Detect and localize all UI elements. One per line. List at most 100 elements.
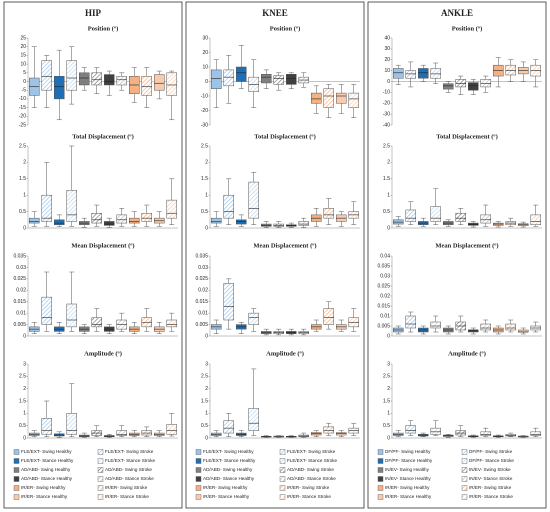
legend-swatch <box>279 494 286 500</box>
box <box>116 76 127 86</box>
y-tick-label: 0.02 <box>198 288 208 294</box>
legend-label: AD/ABD- Swing Healthy <box>203 467 253 472</box>
y-tick-label: 2.5 <box>201 374 208 380</box>
legend-swatch <box>97 494 104 500</box>
legend-swatch <box>195 467 202 473</box>
legend-swatch <box>13 494 20 500</box>
box <box>405 315 416 329</box>
box <box>91 212 102 224</box>
y-tick-label: 1 <box>205 193 208 199</box>
box <box>166 72 177 96</box>
y-tick-label: 1 <box>387 193 390 199</box>
panel-title: Total Displacement (º) <box>254 133 315 140</box>
y-tick-label: 3 <box>387 361 390 367</box>
box <box>455 79 466 88</box>
y-tick-label: -40 <box>383 122 390 128</box>
column-title: KNEE <box>262 8 288 18</box>
legend-label: FLE/EXT- Stance Healthy <box>203 458 256 463</box>
y-tick-label: 0.03 <box>380 273 390 279</box>
box <box>66 190 77 222</box>
y-tick-label: -15 <box>19 105 26 111</box>
column-frame <box>367 1 547 509</box>
panel-title: Amplitude (º) <box>84 350 122 357</box>
y-tick-label: 0 <box>387 435 390 441</box>
box <box>298 221 309 226</box>
box <box>505 323 516 331</box>
box <box>116 214 127 224</box>
box <box>66 303 77 328</box>
legend-label: FLE/EXT- Swing Stroke <box>287 449 336 454</box>
box <box>29 217 40 224</box>
box <box>41 418 52 435</box>
box <box>116 430 127 436</box>
box <box>129 217 140 224</box>
box <box>443 83 454 90</box>
y-tick-label: 0.005 <box>195 322 208 328</box>
legend-label: IR/ER- Swing Healthy <box>203 485 248 490</box>
y-tick-label: 0.015 <box>195 299 208 305</box>
box <box>311 92 322 104</box>
y-tick-label: 1.5 <box>19 176 26 182</box>
y-tick-label: 0.5 <box>19 209 26 215</box>
y-tick-label: 0.01 <box>16 310 26 316</box>
y-tick-label: 1.5 <box>383 176 390 182</box>
y-tick-label: 0 <box>205 435 208 441</box>
y-tick-label: 0 <box>23 333 26 339</box>
y-tick-label: 2 <box>205 160 208 166</box>
legend-swatch <box>377 458 384 464</box>
y-tick-label: 0.5 <box>19 423 26 429</box>
box <box>166 424 177 435</box>
legend-label: DF/PF- Swing Stroke <box>469 449 513 454</box>
box <box>430 206 441 222</box>
y-tick-label: 0 <box>387 225 390 231</box>
legend-label: IR/ER- Stance Healthy <box>385 494 432 499</box>
legend-swatch <box>461 494 468 500</box>
y-tick-label: 0.02 <box>16 288 26 294</box>
y-tick-label: -10 <box>383 90 390 96</box>
panel-title: Amplitude (º) <box>266 350 304 357</box>
legend-label: FLE/EXT- Stance Stroke <box>105 458 155 463</box>
legend-swatch <box>461 467 468 473</box>
y-tick-label: 0 <box>387 79 390 85</box>
y-tick-label: 0.5 <box>201 423 208 429</box>
legend-label: FLE/EXT- Swing Healthy <box>203 449 254 454</box>
legend-label: IR/ER- Swing Stroke <box>287 485 330 490</box>
y-tick-label: -30 <box>201 122 208 128</box>
y-tick-label: 0.01 <box>380 313 390 319</box>
box <box>530 431 541 436</box>
panel-title: Mean Displacement (º) <box>435 242 498 249</box>
legend-swatch <box>13 449 20 455</box>
legend-swatch <box>97 485 104 491</box>
y-tick-label: 0.015 <box>377 303 390 309</box>
box <box>405 425 416 434</box>
legend-label: IN/EV- Swing Stroke <box>469 467 511 472</box>
legend-swatch <box>377 485 384 491</box>
column-title: HIP <box>85 8 102 18</box>
y-tick-label: 2 <box>23 160 26 166</box>
legend-label: IR/ER- Swing Healthy <box>385 485 430 490</box>
box <box>166 319 177 328</box>
y-tick-label: 0.025 <box>13 276 26 282</box>
box <box>166 199 177 219</box>
column-frame <box>3 1 183 509</box>
y-tick-label: 5 <box>23 70 26 76</box>
y-tick-label: 10 <box>202 64 208 70</box>
y-tick-label: 2 <box>387 160 390 166</box>
box <box>393 68 404 79</box>
legend-label: IR/ER- Swing Stroke <box>105 485 148 490</box>
box <box>79 72 90 86</box>
y-tick-label: 3 <box>23 361 26 367</box>
y-tick-label: -5 <box>22 88 27 94</box>
legend-swatch <box>279 449 286 455</box>
panel-title: Total Displacement (º) <box>436 133 497 140</box>
legend-swatch <box>377 467 384 473</box>
legend-label: AD/ABD- Stance Healthy <box>21 476 73 481</box>
legend-swatch <box>279 476 286 482</box>
y-tick-label: 20 <box>384 57 390 63</box>
box <box>236 66 247 82</box>
legend-swatch <box>13 476 20 482</box>
box <box>54 219 65 225</box>
legend-swatch <box>97 467 104 473</box>
legend-label: IR/ER- Stance Stroke <box>469 494 513 499</box>
legend-swatch <box>461 476 468 482</box>
